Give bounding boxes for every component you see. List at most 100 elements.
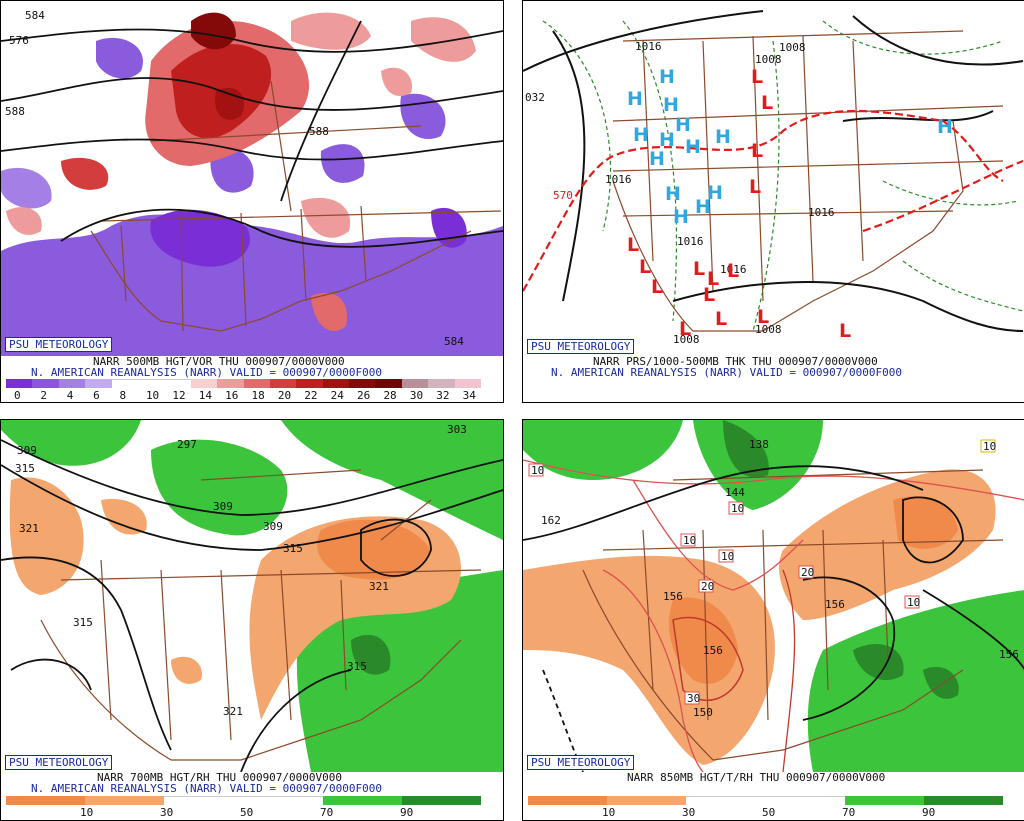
low-pressure-symbol: L: [761, 92, 773, 114]
contour-label: 1016: [808, 206, 835, 219]
high-pressure-symbol: H: [685, 136, 701, 158]
legend-tick-label: 90: [922, 806, 936, 819]
temperature-labels: 10 10 10 10 10 20 20 30 10: [528, 439, 996, 705]
legend-tick-label: 30: [409, 389, 424, 402]
legend-swatch: [85, 379, 112, 388]
legend-swatch: [296, 379, 323, 388]
vorticity-color-legend: [6, 379, 482, 389]
contour-label: 1008: [779, 41, 806, 54]
legend-swatch: [85, 796, 165, 805]
contour-label: 162: [541, 514, 561, 527]
legend-tick-label: 70: [320, 806, 334, 819]
map-850mb: 162 138 144 156 156 156 150 156 10 10 10…: [523, 420, 1024, 772]
legend-swatch: [322, 379, 350, 388]
legend-tick-label: 0: [14, 389, 21, 402]
contour-label: 584: [25, 9, 45, 22]
low-pressure-symbol: L: [639, 256, 651, 278]
temperature-label: 30: [687, 692, 700, 705]
legend-swatch: [607, 796, 687, 805]
legend-swatch: [322, 796, 402, 805]
psu-meteorology-badge: PSU METEOROLOGY: [527, 339, 635, 354]
legend-swatch: [269, 379, 297, 388]
legend-swatch: [349, 379, 376, 388]
contour-label: 303: [447, 423, 467, 436]
map-pressure-thickness: 1016 1008 1008 1016 1016 1016 1016 1008 …: [523, 1, 1024, 356]
legend-tick-label: 20: [277, 389, 292, 402]
legend-swatch: [375, 379, 402, 388]
legend-swatch: [58, 379, 86, 388]
panel-pressure-thickness: 1016 1008 1008 1016 1016 1016 1016 1008 …: [522, 0, 1024, 403]
low-pressure-symbol: L: [679, 318, 691, 340]
legend-tick-label: 24: [330, 389, 344, 402]
legend-swatch: [164, 796, 244, 806]
legend-swatch: [6, 796, 86, 805]
contour-label: 138: [749, 438, 769, 451]
high-pressure-symbol: H: [649, 148, 665, 170]
contour-label: 156: [825, 598, 845, 611]
high-pressure-symbol: H: [695, 196, 711, 218]
legend-swatch: [765, 796, 845, 806]
low-pressure-markers: L L L L L L L L L L L L L L L: [627, 66, 851, 342]
low-pressure-symbol: L: [751, 140, 763, 162]
temperature-label: 10: [721, 550, 734, 563]
low-pressure-symbol: L: [693, 258, 705, 280]
contour-label: 321: [19, 522, 39, 535]
contour-label: 315: [73, 616, 93, 629]
high-pressure-symbol: H: [707, 182, 723, 204]
chart-subtitle: N. AMERICAN REANALYSIS (NARR) VALID = 00…: [31, 782, 382, 795]
contour-label: 156: [663, 590, 683, 603]
contour-label: 309: [213, 500, 233, 513]
map-500mb: 576 588 588 584 584: [1, 1, 503, 356]
contour-label: 156: [999, 648, 1019, 661]
contour-label: 1016: [677, 235, 704, 248]
legend-tick-label: 50: [762, 806, 776, 819]
contour-label: 1008: [755, 323, 782, 336]
psu-meteorology-badge: PSU METEOROLOGY: [527, 755, 635, 770]
temperature-label: 10: [683, 534, 696, 547]
legend-tick-label: 10: [602, 806, 616, 819]
contour-label: 315: [283, 542, 303, 555]
high-pressure-symbol: H: [673, 206, 689, 228]
contour-label: 321: [369, 580, 389, 593]
legend-swatch: [528, 796, 608, 805]
temperature-label: 20: [701, 580, 714, 593]
psu-meteorology-badge: PSU METEOROLOGY: [5, 755, 113, 770]
legend-tick-label: 28: [383, 389, 397, 402]
contour-label: 588: [309, 125, 329, 138]
legend-swatch: [686, 796, 766, 806]
contour-label: 144: [725, 486, 745, 499]
contour-label: 1008: [755, 53, 782, 66]
temperature-label: 10: [907, 596, 920, 609]
legend-swatch: [923, 796, 1004, 805]
legend-tick-label: 50: [240, 806, 254, 819]
contour-label: 150: [693, 706, 713, 719]
legend-tick-label: 18: [251, 389, 265, 402]
high-pressure-symbol: H: [715, 126, 731, 148]
legend-swatch: [32, 379, 59, 388]
high-pressure-symbol: H: [663, 94, 679, 116]
low-pressure-symbol: L: [839, 320, 851, 342]
legend-tick-label: 14: [198, 389, 212, 402]
legend-tick-label: 2: [40, 389, 47, 402]
high-pressure-symbol: H: [659, 66, 675, 88]
psu-meteorology-badge: PSU METEOROLOGY: [5, 337, 113, 352]
legend-tick-label: 12: [172, 389, 186, 402]
high-pressure-symbol: H: [675, 114, 691, 136]
contour-label: 1016: [605, 173, 632, 186]
legend-swatch: [454, 379, 482, 388]
high-pressure-symbol: H: [627, 88, 643, 110]
contour-label: 315: [15, 462, 35, 475]
temperature-label: 20: [801, 566, 814, 579]
panel-500mb-vorticity: 576 588 588 584 584 PSU METEOROLOGY NARR…: [0, 0, 504, 403]
legend-tick-label: 8: [119, 389, 127, 402]
chart-subtitle: N. AMERICAN REANALYSIS (NARR) VALID = 00…: [551, 366, 902, 379]
legend-swatch: [164, 379, 191, 389]
legend-swatch: [137, 379, 165, 389]
contour-label: 309: [263, 520, 283, 533]
legend-tick-label: 32: [436, 389, 450, 402]
low-pressure-symbol: L: [749, 176, 761, 198]
temperature-label: 10: [531, 464, 544, 477]
chart-title: NARR 850MB HGT/T/RH THU 000907/0000V000: [627, 771, 886, 784]
contour-label: 1008: [673, 333, 700, 346]
legend-swatch: [428, 379, 455, 388]
